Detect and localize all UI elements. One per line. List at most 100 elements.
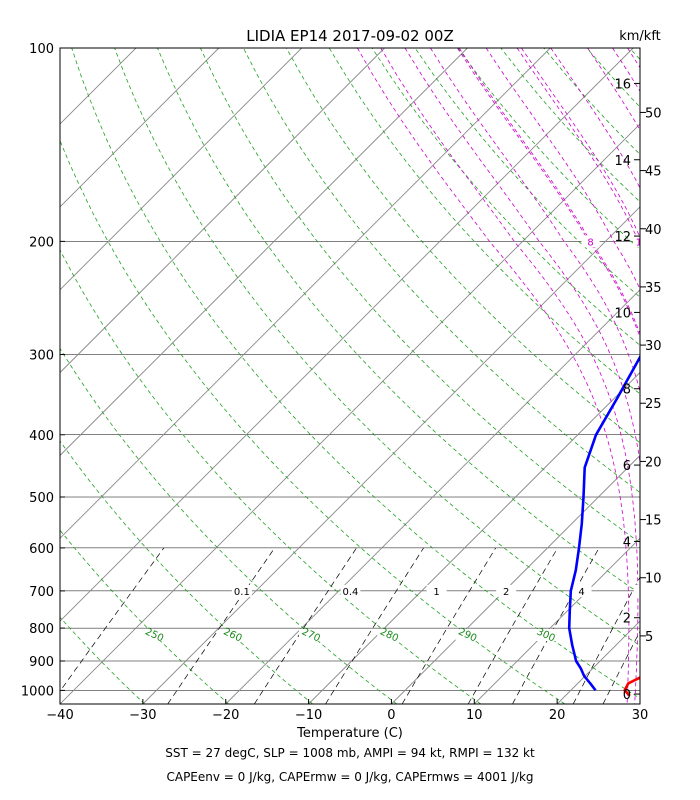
dry-adiabat-line xyxy=(243,48,640,493)
mixing-ratio-lines xyxy=(60,547,640,704)
dry-adiabat-line xyxy=(543,48,640,155)
dry-adiabat-line xyxy=(673,48,700,704)
x-tick-label: 10 xyxy=(466,708,483,723)
isotherm-line xyxy=(60,48,468,457)
dry-adiabat-line xyxy=(60,529,229,704)
plot-frame xyxy=(59,47,641,705)
dry-label-bg xyxy=(377,629,402,642)
isotherm-line xyxy=(60,48,220,208)
x-tick-label: 20 xyxy=(549,708,566,723)
dry-adiabat-line xyxy=(114,48,640,647)
km-tick-label: 8 xyxy=(623,383,631,398)
dry-adiabat-line xyxy=(371,48,640,346)
kft-tick-label: 40 xyxy=(645,223,662,238)
isotherm-line xyxy=(60,48,634,622)
dry-adiabat-line xyxy=(60,347,397,704)
mixing-ratio-line xyxy=(512,547,600,704)
x-tick-label: −20 xyxy=(212,708,239,723)
axes-ticks: −40 −30 −20 −10 0 10 20 30100090080070060050040… xyxy=(21,42,662,723)
mixing-ratio-line xyxy=(254,547,357,704)
pressure-tick-label: 900 xyxy=(29,655,54,670)
mixing-ratio-label-bg xyxy=(496,584,517,597)
mixing-ratio-line xyxy=(602,630,640,704)
isotherm-line xyxy=(308,371,640,704)
km-tick-label: 4 xyxy=(623,535,631,550)
moist-adiabat-line xyxy=(612,48,640,93)
km-tick-label: 2 xyxy=(623,612,631,627)
mixing-ratio-label: 4 xyxy=(578,587,584,598)
isotherm-line xyxy=(60,48,137,125)
mixing-ratio-line xyxy=(401,547,496,704)
mixing-ratio-label-bg xyxy=(340,584,361,597)
footnote-line-2: CAPEenv = 0 J/kg, CAPErmw = 0 J/kg, CAPE… xyxy=(166,770,533,784)
mixing-ratio-label: 0.1 xyxy=(234,587,250,598)
dry-adiabat-line xyxy=(285,48,640,444)
km-tick-label: 0 xyxy=(623,688,631,703)
dry-adiabat-line xyxy=(60,440,313,704)
moist-adiabat-line xyxy=(458,48,640,335)
dry-label-bg xyxy=(455,629,480,642)
moist-adiabat-line xyxy=(587,48,640,131)
height-units-label: km/kft xyxy=(619,29,661,44)
moist-adiabat-line xyxy=(430,48,640,394)
moist-adiabat-line xyxy=(404,48,640,465)
mixing-ratio-label: 2 xyxy=(503,587,509,598)
dry-label-bg xyxy=(142,629,167,642)
isotherm-line xyxy=(60,123,640,704)
kft-tick-label: 5 xyxy=(645,630,653,645)
x-tick-label: 0 xyxy=(387,708,395,723)
km-tick-label: 16 xyxy=(614,77,631,92)
isotherm-line xyxy=(225,289,640,704)
km-tick-label: 10 xyxy=(614,306,631,321)
kft-tick-label: 20 xyxy=(645,455,662,470)
moist-adiabat-line xyxy=(457,48,640,339)
kft-tick-label: 30 xyxy=(645,339,662,354)
moist-adiabat-line xyxy=(627,48,640,69)
moist-adiabat-line xyxy=(380,48,639,704)
temperature-profile-line xyxy=(623,676,640,697)
footnote-line-1: SST = 27 degC, SLP = 1008 mb, AMPI = 94 … xyxy=(165,746,535,760)
isotherm-line xyxy=(142,206,640,704)
dry-adiabat-line xyxy=(60,616,145,704)
mixing-ratio-line xyxy=(167,547,275,704)
km-tick-label: 14 xyxy=(614,154,631,169)
mixing-ratio-line xyxy=(325,547,424,704)
dry-adiabat-line xyxy=(500,48,640,203)
dry-adiabat-line xyxy=(60,248,482,704)
isotherm-line xyxy=(60,48,385,374)
mixing-ratio-label-bg xyxy=(231,584,252,597)
guide-line-labels: 81216202428320.10.4124710162502602702802… xyxy=(142,235,700,644)
moist-adiabat-line xyxy=(671,48,700,704)
x-tick-label: −30 xyxy=(129,708,156,723)
isotherm-line xyxy=(0,48,53,704)
x-axis-label: Temperature (C) xyxy=(296,726,403,741)
dry-adiabat-line xyxy=(328,48,640,395)
pressure-tick-label: 500 xyxy=(29,491,54,506)
x-tick-label: −10 xyxy=(295,708,322,723)
chart-title: LIDIA EP14 2017-09-02 00Z xyxy=(246,27,453,45)
mixing-ratio-label-bg xyxy=(633,584,640,597)
dry-adiabat-line xyxy=(60,702,61,704)
dry-adiabat-line xyxy=(200,48,640,544)
dry-adiabat-line xyxy=(457,48,640,250)
pressure-tick-label: 300 xyxy=(29,348,54,363)
moist-adiabat-line xyxy=(521,48,640,239)
mixing-ratio-label: 10 xyxy=(679,587,692,598)
x-tick-label: −40 xyxy=(46,708,73,723)
mixing-ratio-line xyxy=(467,547,559,704)
dry-label-bg xyxy=(298,629,323,642)
pressure-tick-label: 800 xyxy=(29,622,54,637)
km-tick-label: 6 xyxy=(623,459,631,474)
moist-label-bg xyxy=(581,235,600,248)
isotherm-line xyxy=(60,48,551,539)
dewpoint-profile-line xyxy=(567,354,640,692)
mixing-ratio-label-bg xyxy=(675,585,695,597)
pressure-tick-label: 200 xyxy=(29,235,54,250)
isotherm-line xyxy=(639,703,640,704)
moist-adiabat-line xyxy=(357,48,630,704)
pressure-tick-label: 1000 xyxy=(21,684,54,699)
moist-label-bg xyxy=(695,235,700,247)
plot-area: 81216202428320.10.4124710162502602702802… xyxy=(0,48,700,704)
moist-label-bg xyxy=(632,235,640,248)
